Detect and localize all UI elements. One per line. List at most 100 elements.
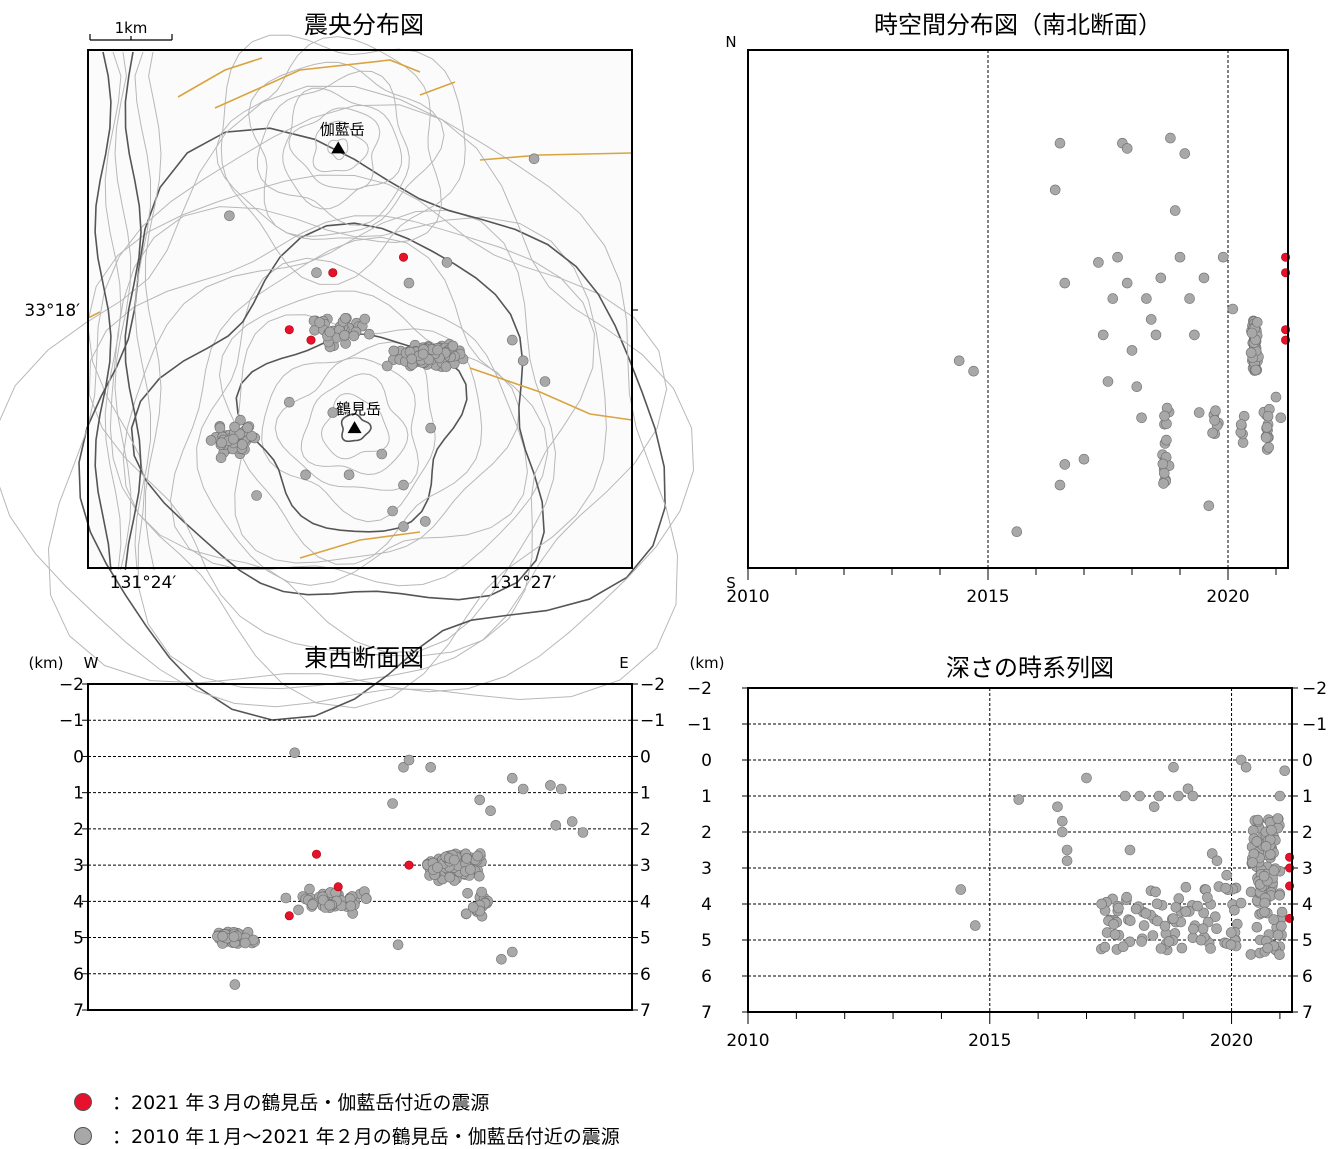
map-point-past	[311, 267, 322, 279]
depth-point-past	[1148, 801, 1160, 813]
map-point-recent	[306, 335, 316, 345]
ns-point-past	[1275, 412, 1287, 424]
depth-point-past	[1260, 840, 1272, 852]
legend-past-label: ：2010 年１月～2021 年２月の鶴見岳・伽藍岳付近の震源	[112, 1126, 620, 1148]
ns-point-past	[1121, 277, 1133, 289]
x-tick-label: 2015	[966, 587, 1009, 607]
map-point-past	[348, 330, 360, 342]
ns-point-past	[1049, 184, 1061, 196]
depth-unit-label: (km)	[689, 654, 724, 672]
map-frame	[87, 49, 633, 569]
depth-point-past	[1151, 898, 1163, 910]
ew-point-past	[506, 772, 518, 784]
map-contour-line	[94, 51, 112, 571]
ns-point-past	[1252, 316, 1263, 328]
depth-point-past	[1235, 897, 1247, 909]
depth-point-past	[1274, 790, 1286, 802]
ns-point-past	[1093, 257, 1104, 268]
y-tick-label-right: 7	[1302, 1003, 1313, 1023]
map-point-past	[359, 313, 371, 325]
ew-point-past	[304, 883, 315, 895]
depth-point-past	[1221, 869, 1232, 881]
ns-point-past	[1107, 293, 1119, 304]
peak-label: 鶴見岳	[336, 400, 381, 418]
map-fault-line	[469, 367, 633, 421]
ew-point-past	[324, 899, 336, 911]
depth-point-past	[1247, 857, 1258, 868]
depth-point-past	[1276, 906, 1288, 918]
depth-point-past	[1168, 913, 1179, 924]
depth-point-past	[1113, 902, 1124, 914]
y-tick-label-right: −2	[1302, 679, 1327, 699]
ew-point-past	[577, 827, 589, 838]
ew-point-past	[398, 761, 409, 773]
ns-point-past	[1112, 251, 1123, 263]
ew-point-past	[461, 853, 473, 864]
map-contour-line	[320, 393, 390, 460]
ns-point-past	[1054, 137, 1066, 149]
depth-point-past	[1274, 949, 1285, 961]
ew-point-past	[485, 805, 496, 817]
depth-point-past	[1262, 942, 1273, 954]
y-tick-label-left: −1	[59, 711, 84, 731]
map-fault-line	[177, 57, 263, 98]
map-contour-line	[114, 51, 132, 571]
ew-section-chart: 東西断面図 (km) W E −2 −2 −1 −1 0 0 1 1 2 2 3 3 4 4 5 5 6 6 7 7	[28, 644, 665, 1021]
ns-point-past	[1179, 148, 1191, 159]
ew-point-past	[425, 761, 437, 773]
ns-point-past	[1145, 314, 1157, 325]
ns-point-past	[1059, 459, 1071, 470]
ew-point-past	[517, 783, 529, 795]
ew-point-past	[392, 939, 404, 951]
map-point-past	[314, 317, 326, 328]
depth-point-past	[1272, 813, 1284, 824]
depth-time-chart: 深さの時系列図 (km) −2 −2 −1 −1 0 0 1 1 2 2 3 3 4 4 5 5 6 6 7 7 20…	[687, 654, 1327, 1051]
depth-point-past	[1266, 824, 1277, 836]
ew-point-past	[229, 979, 241, 990]
y-tick-label-left: 2	[73, 820, 84, 840]
depth-point-past	[1268, 865, 1280, 876]
map-point-past	[205, 435, 217, 446]
depth-point-past	[1130, 903, 1142, 915]
legend-item-recent: ：2021 年３月の鶴見岳・伽藍岳付近の震源	[74, 1088, 489, 1115]
map-point-past	[251, 490, 262, 501]
depth-point-past	[1268, 914, 1279, 925]
map-point-past	[324, 326, 336, 338]
ns-point-past	[1261, 421, 1273, 433]
ns-point-past	[1165, 132, 1176, 144]
map-point-recent	[284, 325, 294, 335]
depth-point-past	[1057, 815, 1068, 827]
depth-point-past	[1195, 934, 1207, 946]
map-point-past	[398, 479, 409, 491]
map-contour-line	[282, 87, 403, 210]
map-contour-line	[248, 61, 445, 237]
map-point-past	[417, 348, 429, 360]
depth-point-past	[1155, 943, 1167, 954]
ns-point-past	[1250, 364, 1262, 376]
depth-point-past	[1180, 881, 1192, 893]
depth-point-past	[1134, 790, 1145, 802]
depth-point-past	[1081, 772, 1092, 784]
depth-point-past	[1258, 870, 1270, 882]
map-contour-line	[109, 206, 607, 709]
depth-point-past	[1176, 942, 1188, 954]
ew-point-recent	[404, 860, 414, 870]
ns-point-past	[1209, 414, 1220, 426]
map-contour-line	[312, 120, 369, 173]
depth-point-past	[1210, 911, 1221, 923]
depth-point-past	[1180, 906, 1192, 917]
ew-point-past	[467, 901, 479, 913]
map-point-past	[506, 334, 518, 346]
ew-title: 東西断面図	[304, 644, 424, 672]
ew-point-recent	[311, 849, 321, 859]
depth-point-past	[1096, 898, 1107, 910]
depth-point-past	[1163, 936, 1175, 947]
y-tick-label-right: 1	[1302, 787, 1313, 807]
depth-point-past	[1245, 886, 1257, 898]
ew-point-past	[345, 900, 357, 912]
depth-point-past	[1117, 941, 1129, 953]
depth-point-past	[1279, 765, 1290, 777]
depth-point-past	[1125, 915, 1136, 927]
y-tick-label-left: 7	[73, 1001, 84, 1021]
